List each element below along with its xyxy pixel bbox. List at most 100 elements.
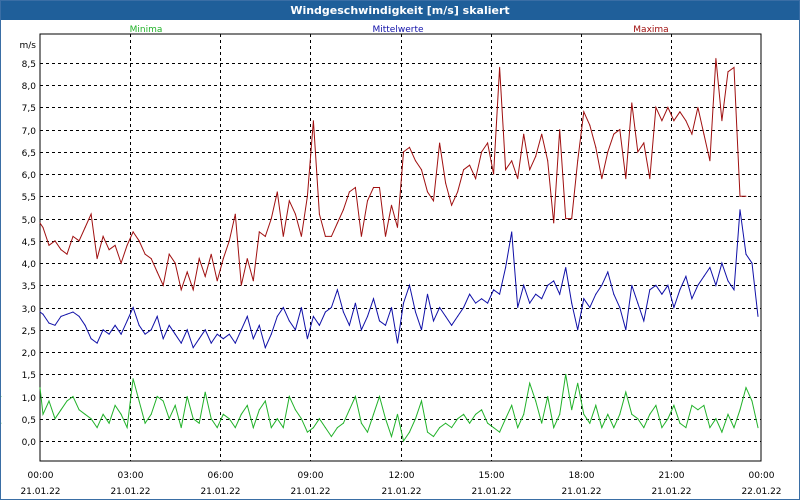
- data-point: [727, 280, 729, 282]
- data-point: [342, 422, 344, 424]
- y-tick-label: 0,5: [22, 416, 36, 426]
- data-point: [643, 142, 645, 144]
- data-point: [348, 191, 350, 193]
- data-point: [667, 106, 669, 108]
- data-point: [240, 284, 242, 286]
- legend-entry-mittelwerte: Mittelwerte: [372, 25, 423, 35]
- data-point: [216, 333, 218, 335]
- data-point: [607, 271, 609, 273]
- data-point: [733, 427, 735, 429]
- data-point: [751, 262, 753, 264]
- data-point: [372, 186, 375, 189]
- data-point: [216, 280, 218, 282]
- data-point: [475, 413, 477, 415]
- y-tick-label: 4,5: [22, 238, 36, 248]
- data-point: [168, 324, 170, 326]
- chart-axes: 0,0 0,5 1,0 1,5 2,0 2,5 3,0 3,5 4,0 4,5 5,0 5,5 6,0 6…: [20, 41, 782, 497]
- chart-series: [1, 57, 759, 443]
- y-tick-label: 1,5: [22, 371, 36, 381]
- data-point: [156, 271, 158, 273]
- data-point: [384, 324, 387, 326]
- y-tick-label: 8,5: [22, 60, 36, 70]
- data-point: [559, 129, 561, 131]
- data-point: [577, 382, 579, 384]
- data-point: [691, 133, 693, 135]
- data-point: [294, 329, 296, 331]
- data-point: [270, 427, 272, 429]
- data-point: [571, 302, 573, 304]
- series-maxima: [39, 57, 747, 292]
- data-point: [39, 222, 41, 224]
- data-point: [637, 302, 639, 304]
- data-point: [583, 111, 585, 113]
- series-mittelwerte: [39, 209, 759, 350]
- data-point: [619, 129, 621, 131]
- data-point: [396, 226, 399, 229]
- data-point: [90, 213, 92, 215]
- data-point: [697, 106, 699, 108]
- data-point: [150, 329, 152, 331]
- data-point: [276, 315, 278, 317]
- data-point: [42, 226, 44, 229]
- data-point: [451, 427, 453, 429]
- data-point: [384, 418, 387, 420]
- series-minima: [1, 373, 759, 443]
- data-point: [390, 306, 393, 309]
- data-point: [432, 435, 435, 438]
- data-point: [715, 284, 717, 286]
- data-point: [108, 422, 110, 424]
- data-point: [523, 413, 525, 415]
- y-tick-label: 3,5: [22, 282, 36, 292]
- data-point: [204, 275, 206, 277]
- y-tick-label: 3,0: [22, 305, 37, 315]
- data-point: [432, 200, 435, 202]
- data-point: [625, 391, 627, 393]
- data-point: [583, 298, 585, 300]
- data-point: [595, 404, 597, 406]
- data-point: [366, 431, 369, 433]
- data-point: [294, 409, 296, 411]
- data-point: [72, 395, 74, 398]
- data-point: [499, 293, 501, 295]
- data-point: [408, 146, 411, 148]
- data-point: [643, 320, 645, 322]
- y-tick-label: 2,0: [22, 349, 37, 359]
- data-point: [703, 275, 705, 277]
- data-point: [661, 293, 663, 295]
- data-point: [457, 315, 459, 317]
- data-point: [637, 151, 639, 153]
- data-point: [517, 178, 519, 180]
- data-point: [655, 106, 657, 108]
- y-tick-label: 6,0: [22, 171, 37, 181]
- data-point: [745, 387, 747, 389]
- data-point: [330, 435, 332, 438]
- data-point: [751, 400, 753, 402]
- data-point: [330, 306, 332, 309]
- data-point: [559, 413, 561, 415]
- data-point: [228, 240, 230, 242]
- data-point: [276, 191, 278, 193]
- data-point: [354, 395, 356, 398]
- x-tick-date-label: 21.01.22: [561, 487, 601, 497]
- data-point: [691, 298, 693, 300]
- data-point: [571, 409, 573, 411]
- data-point: [517, 427, 519, 429]
- data-point: [366, 315, 369, 317]
- data-point: [114, 404, 116, 406]
- data-point: [631, 102, 633, 104]
- data-point: [643, 427, 645, 429]
- data-point: [655, 284, 657, 286]
- data-point: [318, 324, 320, 326]
- y-tick-label: 8,0: [22, 82, 37, 92]
- data-point: [78, 315, 80, 317]
- data-point: [138, 324, 140, 326]
- data-point: [180, 427, 182, 429]
- data-point: [156, 315, 158, 317]
- data-point: [1, 422, 2, 424]
- data-point: [487, 302, 489, 304]
- data-point: [541, 422, 543, 424]
- data-point: [96, 258, 98, 260]
- data-point: [264, 400, 266, 402]
